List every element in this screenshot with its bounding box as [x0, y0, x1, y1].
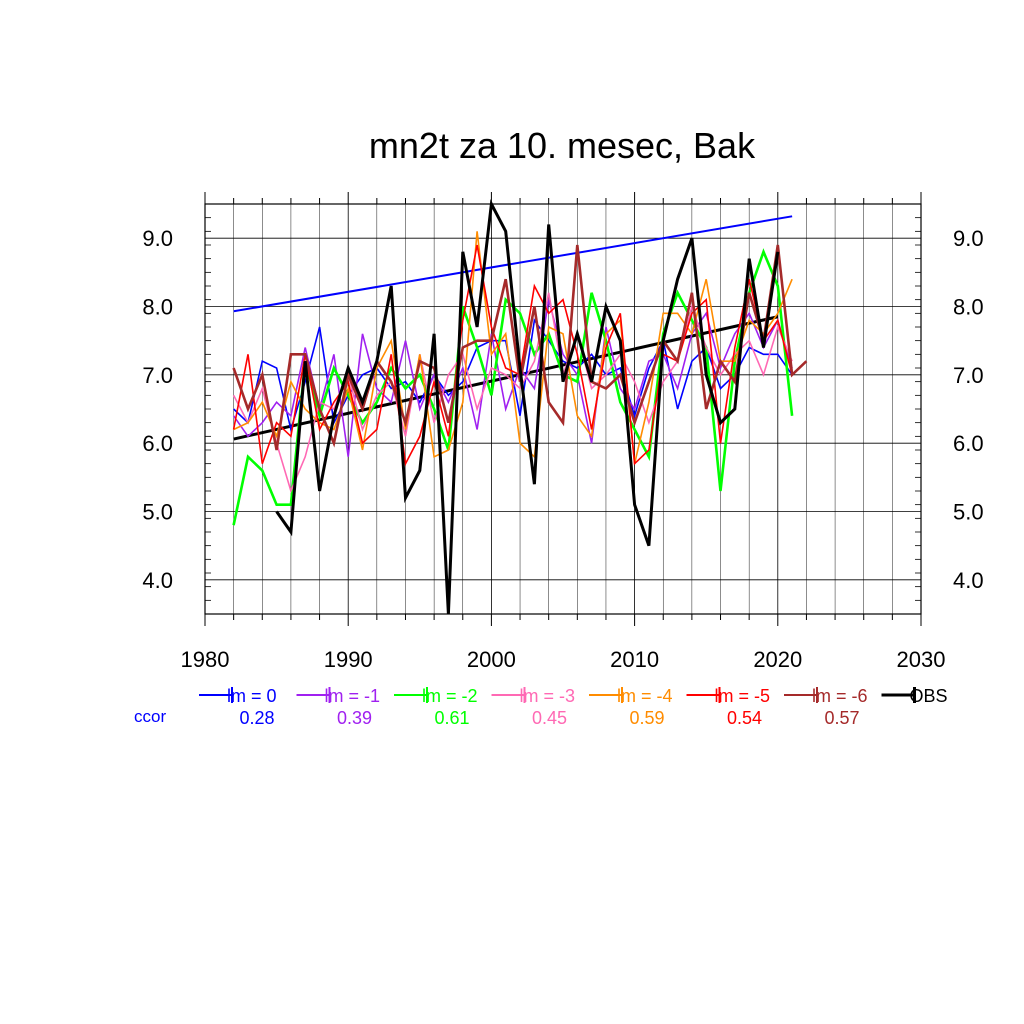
y-tick-label-left: 5.0 — [142, 500, 173, 525]
series-line — [232, 292, 793, 494]
legend-ccor-value: 0.28 — [239, 708, 274, 728]
trend-line — [233, 215, 793, 313]
legend-ccor-value: 0.45 — [532, 708, 567, 728]
axis-labels: 1980 1990 2000 2010 2020 2030 4.0 4.0 5.0 5.0 6.0 6… — [142, 226, 983, 672]
x-tick-label: 2000 — [467, 647, 516, 672]
y-tick-label-right: 5.0 — [953, 500, 984, 525]
axis-ticks — [204, 192, 922, 626]
y-tick-label-right: 4.0 — [953, 568, 984, 593]
legend-ccor-value: 0.59 — [629, 708, 664, 728]
legend-label: lm = 0 — [227, 686, 277, 706]
y-tick-label-right: 9.0 — [953, 226, 984, 251]
x-tick-label: 2030 — [897, 647, 946, 672]
legend-ccor-value: 0.57 — [824, 708, 859, 728]
legend-label: lm = -2 — [422, 686, 478, 706]
series-lines — [232, 198, 808, 615]
y-tick-label-right: 8.0 — [953, 295, 984, 320]
legend-ccor-value: 0.54 — [727, 708, 762, 728]
legend-label: OBS — [910, 686, 948, 706]
x-tick-label: 2020 — [753, 647, 802, 672]
x-tick-label: 2010 — [610, 647, 659, 672]
y-tick-label-left: 4.0 — [142, 568, 173, 593]
plot-frame — [204, 203, 922, 615]
legend-label: lm = -6 — [812, 686, 868, 706]
x-tick-label: 1990 — [324, 647, 373, 672]
legend-label: lm = -4 — [617, 686, 673, 706]
legend-label: lm = -3 — [520, 686, 576, 706]
y-tick-label-left: 7.0 — [142, 363, 173, 388]
legend-ccor-value: 0.61 — [434, 708, 469, 728]
legend-ccor-value: 0.39 — [337, 708, 372, 728]
legend-label: lm = -1 — [325, 686, 381, 706]
x-tick-label: 1980 — [181, 647, 230, 672]
y-tick-label-right: 6.0 — [953, 431, 984, 456]
grid — [205, 204, 921, 614]
ccor-label: ccor — [134, 707, 166, 726]
y-tick-label-left: 9.0 — [142, 226, 173, 251]
series-line — [233, 231, 793, 464]
y-tick-label-right: 7.0 — [953, 363, 984, 388]
series-line — [275, 198, 780, 615]
y-tick-label-left: 6.0 — [142, 431, 173, 456]
y-tick-label-left: 8.0 — [142, 295, 173, 320]
chart-title: mn2t za 10. mesec, Bak — [369, 125, 756, 166]
legend-label: lm = -5 — [715, 686, 771, 706]
